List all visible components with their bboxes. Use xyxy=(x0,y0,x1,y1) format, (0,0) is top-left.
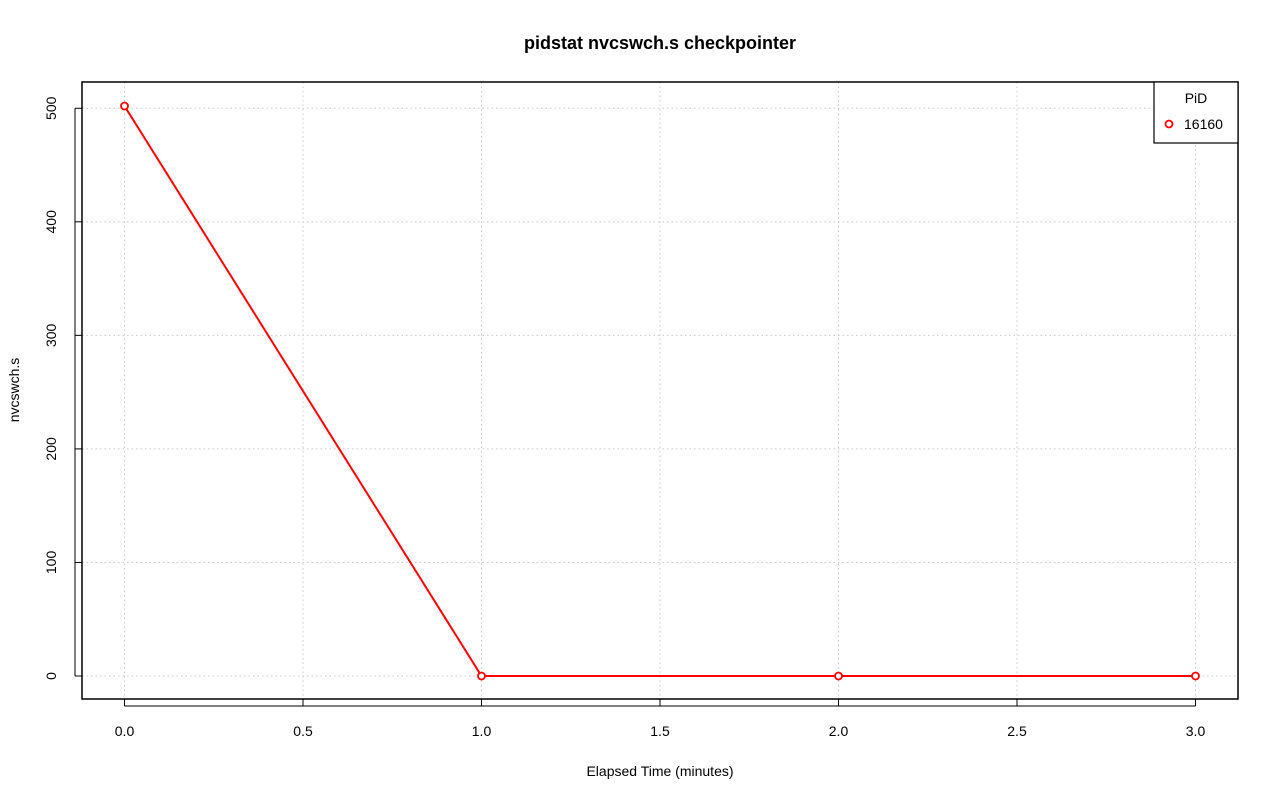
legend: PiD 16160 xyxy=(1153,81,1239,144)
y-tick-label: 200 xyxy=(43,437,59,461)
x-tick-label: 0.5 xyxy=(293,723,313,739)
y-tick-label: 300 xyxy=(43,323,59,347)
x-tick-label: 1.0 xyxy=(472,723,492,739)
y-axis: 0 100 200 300 400 500 xyxy=(43,96,82,680)
x-tick-label: 3.0 xyxy=(1186,723,1206,739)
legend-box xyxy=(1153,81,1239,144)
chart-title: pidstat nvcswch.s checkpointer xyxy=(524,33,796,53)
x-axis: 0.0 0.5 1.0 1.5 2.0 2.5 3.0 xyxy=(115,699,1206,739)
data-point-16160-1 xyxy=(477,671,486,681)
data-point-16160-3 xyxy=(1191,671,1200,681)
series-line-16160 xyxy=(123,105,1196,677)
x-tick-label: 2.5 xyxy=(1007,723,1027,739)
legend-label-16160: 16160 xyxy=(1184,116,1223,132)
grid xyxy=(82,82,1238,699)
x-tick-label: 2.0 xyxy=(829,723,849,739)
data-point-16160-0 xyxy=(120,101,129,111)
data-point-16160-2 xyxy=(834,671,843,681)
x-tick-label: 1.5 xyxy=(650,723,670,739)
y-axis-label: nvcswch.s xyxy=(6,358,22,423)
y-tick-label: 100 xyxy=(43,551,59,575)
legend-title: PiD xyxy=(1185,90,1208,106)
y-tick-label: 500 xyxy=(43,96,59,120)
y-tick-label: 0 xyxy=(43,672,59,680)
series-layer xyxy=(120,101,1200,681)
x-axis-label: Elapsed Time (minutes) xyxy=(586,763,733,779)
legend-marker-16160 xyxy=(1164,119,1174,129)
plot-frame xyxy=(81,81,1239,700)
x-tick-label: 0.0 xyxy=(115,723,135,739)
y-tick-label: 400 xyxy=(43,210,59,234)
